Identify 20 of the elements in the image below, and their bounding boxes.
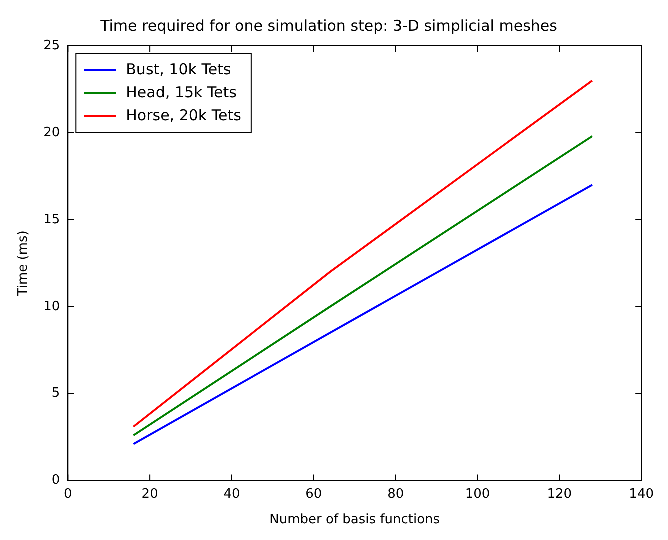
y-tick-label: 10 bbox=[44, 299, 60, 314]
y-tick-label: 25 bbox=[44, 38, 60, 54]
y-tick-label: 0 bbox=[52, 473, 60, 488]
legend-label: Horse, 20k Tets bbox=[126, 106, 242, 124]
legend-label: Head, 15k Tets bbox=[126, 83, 238, 102]
y-tick-label: 20 bbox=[44, 125, 60, 140]
x-tick-label: 120 bbox=[547, 486, 572, 502]
x-tick-label: 40 bbox=[224, 486, 240, 502]
chart-title: Time required for one simulation step: 3-D simplicial meshes bbox=[100, 16, 558, 35]
x-axis-title: Number of basis functions bbox=[270, 512, 440, 528]
legend-label: Bust, 10k Tets bbox=[126, 60, 232, 78]
x-tick-label: 140 bbox=[629, 486, 654, 502]
x-tick-label: 60 bbox=[306, 486, 322, 502]
x-tick-label: 0 bbox=[64, 486, 72, 502]
y-tick-label: 15 bbox=[44, 212, 60, 228]
x-tick-label: 20 bbox=[142, 486, 158, 502]
x-tick-label: 80 bbox=[388, 486, 404, 502]
x-tick-label: 100 bbox=[465, 486, 490, 502]
y-axis-title: Time (ms) bbox=[16, 230, 32, 298]
y-tick-label: 5 bbox=[52, 386, 60, 402]
